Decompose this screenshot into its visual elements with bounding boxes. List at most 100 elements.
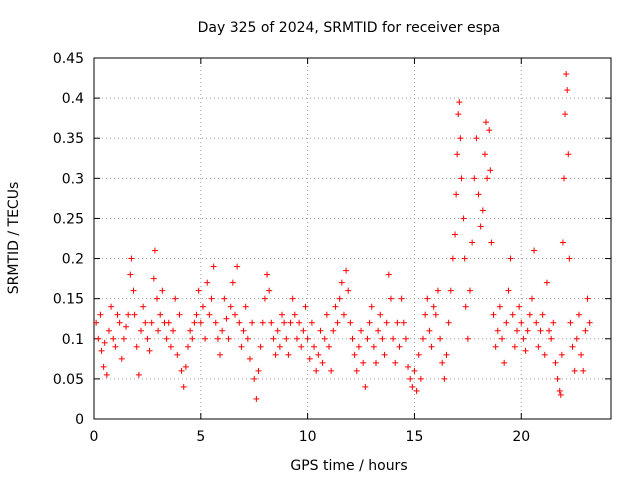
data-point <box>567 319 574 326</box>
data-point <box>552 359 559 366</box>
data-point <box>415 351 422 358</box>
data-point <box>564 87 571 94</box>
data-point <box>349 335 356 342</box>
data-point <box>580 367 587 374</box>
data-point <box>501 359 508 366</box>
data-point <box>315 351 322 358</box>
data-point <box>272 351 279 358</box>
data-point <box>548 335 555 342</box>
y-tick-label: 0 <box>75 412 84 428</box>
data-point <box>97 311 104 318</box>
data-point <box>159 287 166 294</box>
data-point <box>300 327 307 334</box>
data-point <box>100 363 107 370</box>
data-point <box>432 311 439 318</box>
data-point <box>283 335 290 342</box>
data-point <box>287 319 294 326</box>
data-point <box>131 311 138 318</box>
data-point <box>398 295 405 302</box>
data-point <box>151 247 158 254</box>
x-tick-label: 0 <box>90 429 99 445</box>
data-point <box>157 311 164 318</box>
data-point <box>95 335 102 342</box>
data-point <box>114 311 121 318</box>
data-point <box>411 367 418 374</box>
data-point <box>402 335 409 342</box>
data-point <box>304 335 311 342</box>
y-tick-label: 0.35 <box>53 131 84 147</box>
data-point <box>298 343 305 350</box>
data-point <box>533 319 540 326</box>
data-point <box>170 327 177 334</box>
data-point <box>524 327 531 334</box>
data-point <box>234 263 241 270</box>
chart-title: Day 325 of 2024, SRMTID for receiver esp… <box>198 20 501 36</box>
data-point <box>174 351 181 358</box>
x-tick-label: 15 <box>406 429 424 445</box>
data-point <box>167 343 174 350</box>
data-point <box>522 347 529 354</box>
data-point <box>499 335 506 342</box>
data-point <box>306 355 313 362</box>
data-point <box>364 335 371 342</box>
data-point <box>441 375 448 382</box>
data-point <box>503 319 510 326</box>
data-point <box>586 319 593 326</box>
data-point <box>490 311 497 318</box>
data-point <box>176 311 183 318</box>
data-point <box>379 335 386 342</box>
data-point <box>144 335 151 342</box>
data-point <box>484 175 491 182</box>
data-point <box>437 335 444 342</box>
data-point <box>578 351 585 358</box>
data-point <box>458 175 465 182</box>
data-point <box>289 295 296 302</box>
data-point <box>343 267 350 274</box>
data-point <box>483 119 490 126</box>
data-point <box>477 223 484 230</box>
data-point <box>556 387 563 394</box>
data-point <box>279 311 285 318</box>
data-point <box>259 319 266 326</box>
data-point <box>453 191 460 198</box>
data-point <box>163 335 170 342</box>
data-point <box>221 295 228 302</box>
data-point <box>455 111 462 118</box>
data-point <box>105 327 112 334</box>
y-tick-label: 0.15 <box>53 292 84 308</box>
data-point <box>255 367 262 374</box>
data-point <box>123 323 130 330</box>
data-point <box>557 391 564 398</box>
data-point <box>409 383 416 390</box>
data-point <box>563 71 570 78</box>
data-point <box>108 303 115 310</box>
data-point <box>531 247 538 254</box>
x-tick-label: 20 <box>512 429 530 445</box>
data-point <box>430 303 437 310</box>
data-point <box>377 311 384 318</box>
data-point <box>340 311 347 318</box>
data-point <box>571 367 578 374</box>
data-point <box>541 351 548 358</box>
data-point <box>135 371 142 378</box>
data-point <box>98 347 105 354</box>
y-tick-label: 0.45 <box>53 51 84 67</box>
data-point <box>302 303 309 310</box>
data-point <box>375 327 382 334</box>
data-point <box>261 295 268 302</box>
data-point <box>558 351 565 358</box>
x-axis-label: GPS time / hours <box>290 458 407 474</box>
data-point <box>507 255 514 262</box>
data-point <box>127 271 134 278</box>
y-tick-label: 0.4 <box>62 91 84 107</box>
data-point <box>373 359 379 366</box>
data-point <box>229 279 236 286</box>
data-point <box>550 319 557 326</box>
data-point <box>281 319 288 326</box>
data-point <box>526 311 533 318</box>
data-point <box>125 311 132 318</box>
data-point <box>381 351 388 358</box>
data-point <box>405 363 412 370</box>
tick-layer: 0 0.05 0.1 0.15 0.2 0.25 0.3 0.35 0.4 0.45 0 5 10 15 2… <box>53 51 611 445</box>
